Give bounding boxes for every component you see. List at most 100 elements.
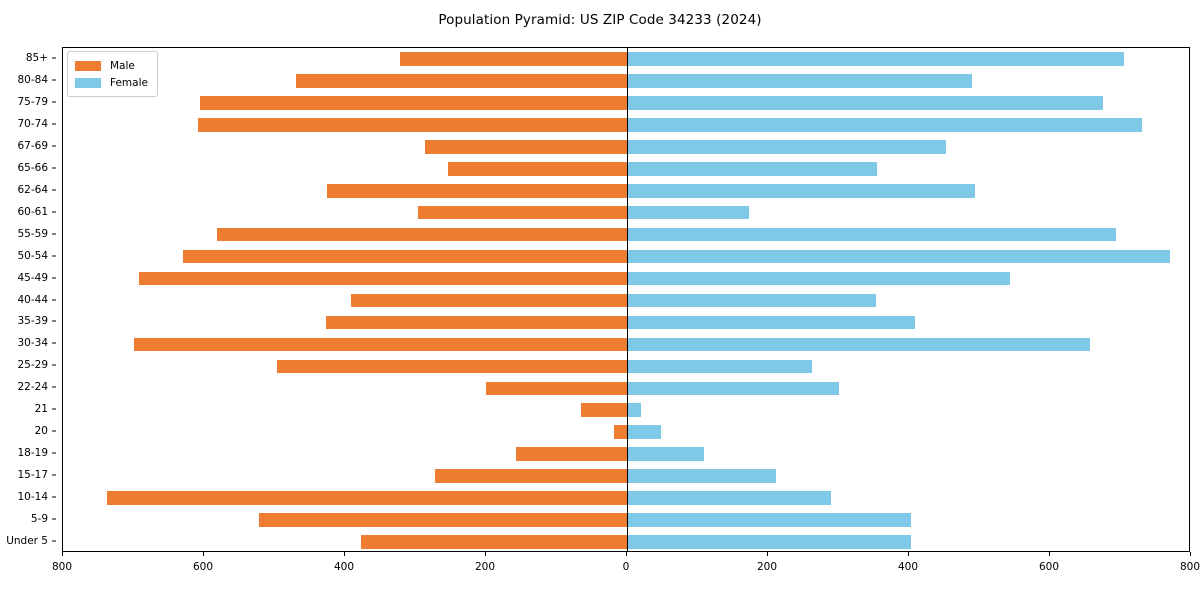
legend-item-male: Male [75, 57, 148, 74]
x-tick-mark [203, 552, 204, 556]
bar-female [627, 249, 1170, 264]
y-tick-mark [52, 386, 56, 388]
bar-male [614, 425, 627, 440]
y-tick-label: 62-64 [17, 183, 48, 196]
bar-row [63, 337, 1189, 352]
y-tick-label: 50-54 [17, 249, 48, 262]
bar-male [139, 271, 627, 286]
x-axis: 800 600 400 200 0 200 400 600 800 [52, 552, 1200, 582]
bar-row [63, 271, 1189, 286]
bar-male [435, 469, 627, 483]
y-tick-mark [52, 101, 56, 103]
bar-female [627, 118, 1143, 132]
bar-male [295, 74, 627, 88]
y-tick-label: 70-74 [17, 117, 48, 130]
bar-female [627, 491, 832, 505]
bar-row [63, 469, 1189, 483]
bar-male [327, 183, 627, 198]
x-tick-label: 400 [897, 561, 919, 573]
bar-female [627, 205, 749, 220]
x-tick-mark [626, 552, 627, 556]
y-tick-mark [52, 540, 56, 542]
bars-layer [63, 48, 1189, 551]
bar-female [627, 535, 912, 549]
bar-female [627, 96, 1103, 110]
bar-row [63, 96, 1189, 110]
bar-female [627, 513, 912, 527]
bar-male [447, 161, 627, 176]
bar-row [63, 447, 1189, 461]
x-tick-label: 600 [1038, 561, 1060, 573]
y-tick-label: 5-9 [30, 513, 48, 526]
bar-female [627, 227, 1117, 242]
bar-male [417, 205, 627, 220]
bar-row [63, 403, 1189, 418]
bar-male [516, 447, 627, 461]
x-tick-mark [344, 552, 345, 556]
x-tick-mark [1049, 552, 1050, 556]
bar-female [627, 183, 976, 198]
y-tick-label: 60-61 [17, 205, 48, 218]
y-tick-mark [52, 452, 56, 454]
x-tick-label: 800 [1179, 561, 1200, 573]
y-tick-mark [52, 408, 56, 410]
bar-female [627, 139, 946, 154]
bar-male [424, 139, 627, 154]
bar-row [63, 513, 1189, 527]
y-axis: 85+ 80-84 75-79 70-74 67-69 65-66 62-64 60-61 55… [0, 47, 56, 552]
bar-row [63, 74, 1189, 88]
bar-male [399, 52, 627, 66]
bar-row [63, 381, 1189, 396]
y-tick-label: Under 5 [6, 535, 48, 548]
bar-male [486, 381, 627, 396]
y-tick-label: 18-19 [17, 447, 48, 460]
legend-swatch-male-icon [75, 60, 101, 71]
bar-row [63, 227, 1189, 242]
bar-female [627, 52, 1125, 66]
bar-male [216, 227, 627, 242]
x-tick-mark [62, 552, 63, 556]
y-tick-mark [52, 255, 56, 257]
y-tick-mark [52, 496, 56, 498]
y-tick-mark [52, 123, 56, 125]
bar-female [627, 425, 661, 440]
y-tick-label: 30-34 [17, 337, 48, 350]
bar-female [627, 359, 813, 374]
bar-male [276, 359, 627, 374]
y-tick-mark [52, 167, 56, 169]
y-tick-label: 75-79 [17, 95, 48, 108]
bar-row [63, 491, 1189, 505]
y-tick-label: 40-44 [17, 293, 48, 306]
bar-row [63, 161, 1189, 176]
x-tick-label: 0 [622, 561, 630, 573]
y-tick-mark [52, 233, 56, 235]
bar-female [627, 447, 704, 461]
y-tick-label: 85+ [25, 51, 48, 64]
legend-label-male: Male [110, 59, 135, 72]
bar-female [627, 381, 839, 396]
bar-female [627, 161, 878, 176]
x-tick-mark [767, 552, 768, 556]
y-tick-mark [52, 364, 56, 366]
y-tick-mark [52, 211, 56, 213]
y-tick-label: 10-14 [17, 491, 48, 504]
bar-male [198, 118, 627, 132]
bar-female [627, 337, 1091, 352]
bar-male [350, 293, 627, 308]
bar-male [200, 96, 627, 110]
y-tick-mark [52, 320, 56, 322]
y-tick-mark [52, 474, 56, 476]
y-tick-mark [52, 57, 56, 59]
legend-item-female: Female [75, 74, 148, 91]
x-tick-label: 800 [51, 561, 73, 573]
y-tick-label: 55-59 [17, 227, 48, 240]
y-tick-mark [52, 189, 56, 191]
bar-female [627, 403, 642, 418]
bar-row [63, 425, 1189, 440]
x-tick-label: 200 [756, 561, 778, 573]
bar-row [63, 183, 1189, 198]
bar-female [627, 293, 876, 308]
legend-label-female: Female [110, 76, 148, 89]
bar-male [360, 535, 627, 549]
